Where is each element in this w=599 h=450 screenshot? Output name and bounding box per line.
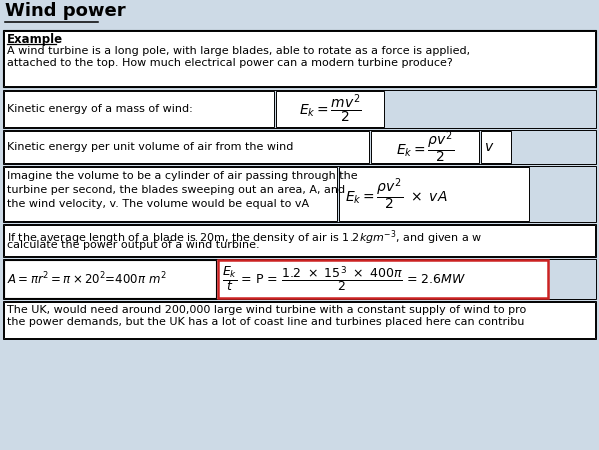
Bar — [4, 260, 216, 298]
Text: $\dfrac{E_k}{t}$ = P = $\dfrac{1.2\ \times\ 15^3\ \times\ 400\pi}{2}$ = 2.6$MW$: $\dfrac{E_k}{t}$ = P = $\dfrac{1.2\ \tim… — [222, 264, 466, 294]
Bar — [0, 0, 599, 30]
Text: the wind velocity, v. The volume would be equal to vA: the wind velocity, v. The volume would b… — [7, 199, 309, 209]
Bar — [4, 31, 595, 86]
Text: A wind turbine is a long pole, with large blades, able to rotate as a force is a: A wind turbine is a long pole, with larg… — [7, 46, 470, 56]
Text: Wind power: Wind power — [5, 2, 126, 20]
Text: the power demands, but the UK has a lot of coast line and turbines placed here c: the power demands, but the UK has a lot … — [7, 317, 524, 327]
Bar — [4, 302, 595, 338]
Bar — [3, 166, 596, 222]
Bar — [276, 91, 384, 127]
Bar — [4, 167, 337, 221]
Bar — [4, 91, 274, 127]
Text: turbine per second, the blades sweeping out an area, A, and: turbine per second, the blades sweeping … — [7, 185, 345, 195]
Text: $A = \pi r^2 = \pi \times 20^2$=400$\pi\ m^2$: $A = \pi r^2 = \pi \times 20^2$=400$\pi\… — [7, 271, 167, 287]
Bar — [4, 131, 369, 163]
Text: Kinetic energy of a mass of wind:: Kinetic energy of a mass of wind: — [7, 104, 193, 114]
Text: $E_k = \dfrac{\rho v^2}{2}\ \times\ vA$: $E_k = \dfrac{\rho v^2}{2}\ \times\ vA$ — [345, 176, 447, 212]
Bar — [3, 224, 596, 257]
Bar — [218, 260, 548, 298]
Bar — [3, 30, 596, 87]
Text: The UK, would need around 200,000 large wind turbine with a constant supply of w: The UK, would need around 200,000 large … — [7, 305, 527, 315]
Bar — [339, 167, 529, 221]
Bar — [3, 259, 596, 299]
Bar — [3, 301, 596, 339]
Text: Kinetic energy per unit volume of air from the wind: Kinetic energy per unit volume of air fr… — [7, 142, 294, 152]
Bar — [481, 131, 511, 163]
Text: $E_k = \dfrac{\rho v^2}{2}$: $E_k = \dfrac{\rho v^2}{2}$ — [396, 129, 454, 165]
Text: $v$: $v$ — [484, 140, 494, 154]
Bar — [3, 130, 596, 164]
Text: attached to the top. How much electrical power can a modern turbine produce?: attached to the top. How much electrical… — [7, 58, 453, 68]
Text: $E_k = \dfrac{mv^2}{2}$: $E_k = \dfrac{mv^2}{2}$ — [299, 93, 361, 126]
Bar — [3, 90, 596, 128]
Text: calculate the power output of a wind turbine.: calculate the power output of a wind tur… — [7, 240, 259, 250]
Bar — [4, 225, 595, 256]
Text: Example: Example — [7, 33, 63, 46]
Bar — [371, 131, 479, 163]
Text: Imagine the volume to be a cylinder of air passing through the: Imagine the volume to be a cylinder of a… — [7, 171, 358, 181]
Text: If the average length of a blade is 20m, the density of air is $1.2kgm^{-3}$, an: If the average length of a blade is 20m,… — [7, 228, 482, 247]
